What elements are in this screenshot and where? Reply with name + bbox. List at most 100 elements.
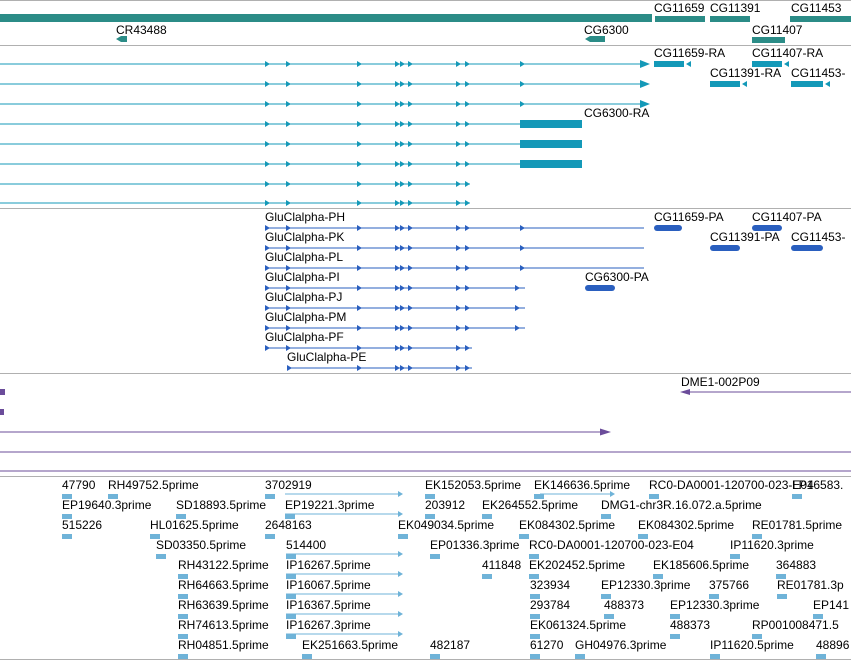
protein-track[interactable]: GluClalpha-PH CG11659-PA CG11407-PA GluC…	[0, 209, 851, 373]
clone-glyph[interactable]	[0, 409, 4, 415]
est-label: SD03350.5prime	[156, 538, 247, 552]
est-track[interactable]: 47790 RH49752.5prime 3702919 EK152053.5prim…	[0, 477, 851, 659]
transcript-glyph[interactable]	[654, 61, 684, 67]
est-glyph[interactable]	[752, 634, 762, 639]
gene-glyph-cg11407[interactable]	[752, 37, 785, 43]
est-glyph[interactable]	[653, 574, 663, 579]
transcript-glyph[interactable]	[752, 61, 782, 67]
est-glyph[interactable]	[482, 574, 492, 579]
est-label: 293784	[530, 598, 571, 612]
est-glyph[interactable]	[265, 534, 275, 539]
est-glyph[interactable]	[709, 594, 719, 599]
est-label: RC0-DA0001-120700-023-E04	[649, 478, 814, 492]
est-glyph[interactable]	[530, 654, 540, 659]
est-glyph[interactable]	[62, 494, 72, 499]
protein-glyph[interactable]	[585, 285, 615, 291]
est-glyph[interactable]	[530, 614, 540, 619]
exon-arrow-icon	[398, 591, 403, 597]
est-glyph[interactable]	[482, 514, 492, 519]
est-glyph[interactable]	[530, 634, 540, 639]
est-glyph[interactable]	[575, 654, 585, 659]
est-glyph[interactable]	[604, 614, 614, 619]
exon-arrow-icon	[400, 81, 405, 87]
est-glyph[interactable]	[178, 594, 188, 599]
est-glyph[interactable]	[178, 654, 188, 659]
est-glyph[interactable]	[601, 514, 611, 519]
est-glyph[interactable]	[302, 654, 312, 659]
est-glyph[interactable]	[792, 494, 802, 499]
est-glyph[interactable]	[529, 574, 539, 579]
exon-arrow-icon	[398, 631, 403, 637]
exon-arrow-icon	[357, 121, 362, 127]
protein-glyph[interactable]	[752, 225, 782, 231]
transcript-cds-block[interactable]	[520, 160, 582, 168]
exon-arrow-icon	[400, 121, 405, 127]
transcript-cds-block[interactable]	[520, 120, 582, 128]
gene-glyph-cg6300[interactable]	[585, 36, 605, 42]
est-glyph[interactable]	[178, 614, 188, 619]
est-glyph[interactable]	[813, 614, 823, 619]
est-glyph[interactable]	[178, 574, 188, 579]
exon-arrow-icon	[265, 265, 270, 271]
exon-arrow-icon	[286, 61, 291, 67]
est-glyph[interactable]	[752, 534, 762, 539]
transcript-cds-block[interactable]	[520, 140, 582, 148]
exon-arrow-icon	[395, 81, 400, 87]
gene-glyph-cg11659[interactable]	[655, 16, 705, 22]
est-glyph[interactable]	[156, 554, 166, 559]
est-glyph[interactable]	[398, 534, 408, 539]
protein-label: GluClalpha-PK	[265, 230, 345, 244]
est-glyph[interactable]	[178, 634, 188, 639]
est-glyph[interactable]	[285, 514, 295, 519]
exon-arrow-icon	[398, 571, 403, 577]
clone-glyph[interactable]	[0, 389, 5, 395]
gene-glyph-cr43488[interactable]	[116, 36, 127, 42]
est-glyph[interactable]	[529, 554, 539, 559]
exon-arrow-icon	[465, 81, 470, 87]
est-glyph[interactable]	[638, 534, 648, 539]
protein-glyph[interactable]	[791, 245, 823, 251]
est-glyph[interactable]	[430, 654, 440, 659]
est-glyph[interactable]	[777, 594, 787, 599]
est-glyph[interactable]	[62, 514, 72, 519]
est-glyph[interactable]	[265, 494, 275, 499]
est-glyph[interactable]	[286, 594, 296, 599]
est-glyph[interactable]	[286, 614, 296, 619]
est-glyph[interactable]	[816, 654, 826, 659]
est-glyph[interactable]	[534, 494, 544, 499]
est-glyph[interactable]	[425, 514, 435, 519]
transcript-glyph[interactable]	[791, 81, 823, 87]
est-glyph[interactable]	[425, 494, 435, 499]
est-glyph[interactable]	[730, 554, 740, 559]
gene-glyph-cg11453[interactable]	[790, 16, 851, 22]
est-glyph[interactable]	[108, 494, 118, 499]
est-glyph[interactable]	[776, 574, 786, 579]
gene-glyph-gluclalpha[interactable]	[0, 14, 652, 22]
transcript-track[interactable]: CG11659-RA CG11407-RA CG11391-RA CG11453…	[0, 46, 851, 208]
est-glyph[interactable]	[519, 534, 529, 539]
exon-arrow-icon	[742, 81, 747, 87]
est-glyph[interactable]	[670, 614, 680, 619]
est-glyph[interactable]	[430, 554, 440, 559]
est-label: RH64663.5prime	[178, 578, 269, 592]
est-glyph[interactable]	[286, 634, 296, 639]
est-glyph[interactable]	[601, 594, 611, 599]
est-glyph[interactable]	[176, 514, 186, 519]
est-glyph[interactable]	[670, 634, 680, 639]
gene-glyph-cg11391[interactable]	[710, 16, 750, 22]
exon-arrow-icon	[465, 121, 470, 127]
protein-glyph[interactable]	[710, 245, 740, 251]
protein-glyph[interactable]	[654, 225, 682, 231]
exon-arrow-icon	[465, 61, 470, 67]
est-glyph[interactable]	[530, 594, 540, 599]
est-glyph[interactable]	[710, 654, 720, 659]
est-glyph[interactable]	[286, 554, 296, 559]
exon-arrow-icon	[357, 200, 362, 206]
est-glyph[interactable]	[286, 574, 296, 579]
transcript-glyph[interactable]	[710, 81, 740, 87]
est-glyph[interactable]	[649, 494, 659, 499]
est-glyph[interactable]	[62, 534, 72, 539]
clone-track[interactable]: DME1-002P09	[0, 374, 851, 476]
est-glyph[interactable]	[150, 534, 160, 539]
gene-track[interactable]: CG11659 CG11391 CG11453 CR43488 CG6300 C…	[0, 0, 851, 45]
